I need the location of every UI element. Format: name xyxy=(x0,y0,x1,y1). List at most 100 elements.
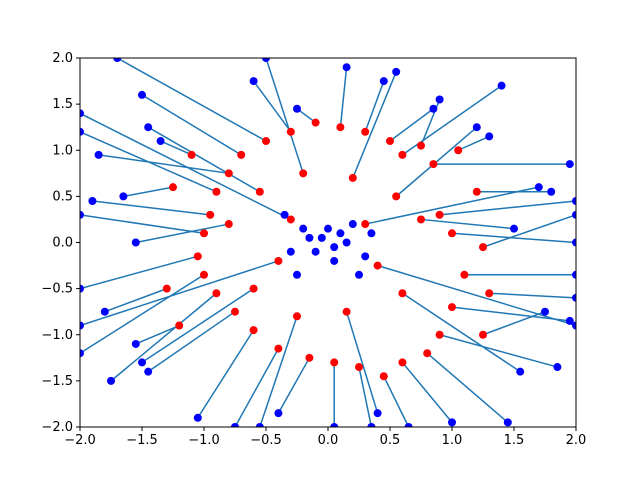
connection-line xyxy=(339,67,348,128)
center-point xyxy=(361,252,370,261)
source-point xyxy=(373,261,382,270)
connection-line xyxy=(252,80,292,133)
connection-line xyxy=(482,310,546,336)
connection-line xyxy=(135,223,229,244)
source-point xyxy=(398,150,407,159)
target-point xyxy=(80,349,84,358)
source-point xyxy=(224,169,233,178)
target-point xyxy=(572,238,576,247)
target-point xyxy=(131,339,140,348)
source-point xyxy=(206,210,215,219)
source-point xyxy=(423,349,432,358)
target-point xyxy=(113,58,122,62)
source-point xyxy=(299,169,308,178)
target-point xyxy=(503,418,512,427)
center-point xyxy=(280,210,289,219)
connection-line xyxy=(110,292,217,382)
target-point xyxy=(392,67,401,76)
source-point xyxy=(231,307,239,316)
source-point xyxy=(187,150,196,159)
source-point xyxy=(274,256,283,265)
target-point xyxy=(80,321,84,330)
y-axis-ticks: −2.0 −1.5 −1.0 −0.5 0.0 0.5 1.0 1.5 2.0 xyxy=(41,51,80,435)
target-point xyxy=(274,409,283,418)
center-point xyxy=(324,224,332,233)
connection-line xyxy=(80,260,279,327)
source-point xyxy=(200,229,208,238)
x-tick-label: 1.5 xyxy=(504,433,525,448)
center-point xyxy=(348,220,357,229)
center-point xyxy=(317,233,326,242)
source-point xyxy=(175,321,184,330)
connection-lines-layer xyxy=(80,58,576,427)
source-point xyxy=(479,243,487,252)
connection-line xyxy=(358,366,373,427)
x-tick-label: 0.0 xyxy=(318,433,339,448)
connection-line xyxy=(98,154,229,175)
target-point xyxy=(156,137,165,146)
target-point xyxy=(572,321,576,330)
source-point xyxy=(262,137,270,146)
source-point xyxy=(348,173,357,182)
x-tick-label: 0.5 xyxy=(380,433,401,448)
connection-line xyxy=(135,324,180,345)
center-point xyxy=(336,229,345,238)
target-point xyxy=(534,183,543,192)
y-tick-label: −0.5 xyxy=(41,282,73,297)
source-point xyxy=(454,146,463,155)
connection-line xyxy=(439,334,558,368)
x-tick-label: −0.5 xyxy=(250,433,282,448)
y-tick-label: −2.0 xyxy=(41,420,73,435)
connection-line xyxy=(352,71,397,179)
source-point xyxy=(485,289,494,298)
connection-line xyxy=(401,361,453,423)
center-point xyxy=(311,247,320,256)
connection-line xyxy=(141,94,242,156)
connection-line xyxy=(80,214,205,235)
target-point xyxy=(565,160,574,169)
y-tick-label: −1.0 xyxy=(41,328,73,343)
center-point xyxy=(305,233,314,242)
target-point xyxy=(485,132,494,141)
center-point xyxy=(330,243,339,252)
target-point xyxy=(255,423,264,427)
connection-line xyxy=(489,292,576,299)
target-point xyxy=(565,316,574,325)
source-point xyxy=(286,215,295,224)
source-point xyxy=(448,229,456,238)
points-layer xyxy=(80,58,576,427)
connection-line xyxy=(482,214,576,248)
target-point xyxy=(429,104,438,113)
target-point xyxy=(88,196,97,205)
source-point xyxy=(255,187,264,196)
connection-line xyxy=(160,140,192,156)
connection-line xyxy=(147,126,261,193)
x-axis-ticks: −2.0 −1.5 −1.0 −0.5 0.0 0.5 1.0 1.5 2.0 xyxy=(64,427,586,448)
y-tick-label: 0.0 xyxy=(52,236,73,251)
source-point xyxy=(311,118,320,127)
source-point xyxy=(472,187,481,196)
source-point xyxy=(286,127,295,136)
connection-line xyxy=(265,58,304,174)
y-tick-label: 1.0 xyxy=(52,143,73,158)
target-point xyxy=(80,109,84,118)
connection-line xyxy=(383,375,410,427)
connection-line xyxy=(401,292,521,373)
target-point xyxy=(80,284,84,293)
connection-line xyxy=(80,112,292,221)
target-point xyxy=(138,90,146,99)
connection-line xyxy=(451,306,570,322)
connection-line xyxy=(234,348,280,427)
target-point xyxy=(107,376,115,385)
x-tick-label: −1.0 xyxy=(188,433,220,448)
source-point xyxy=(355,363,363,372)
target-point xyxy=(541,307,549,316)
connection-line xyxy=(365,186,539,225)
connection-line xyxy=(92,200,211,216)
connection-line xyxy=(277,357,311,414)
target-point xyxy=(497,81,506,90)
target-point xyxy=(262,58,270,62)
source-point xyxy=(460,270,469,279)
source-point xyxy=(429,160,438,169)
